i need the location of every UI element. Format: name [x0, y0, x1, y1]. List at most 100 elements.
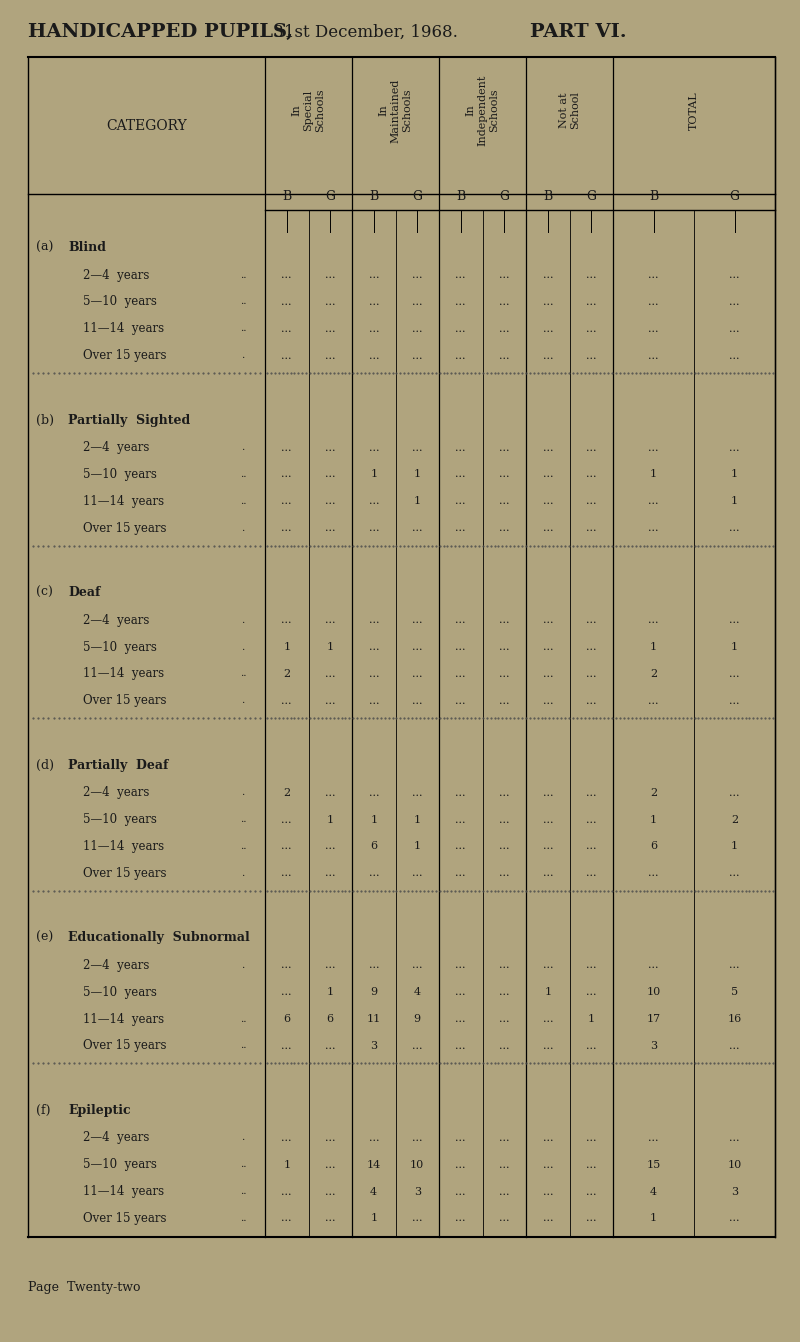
Text: 6: 6 [283, 1015, 290, 1024]
Text: ...: ... [282, 868, 292, 878]
Text: ...: ... [282, 497, 292, 506]
Text: ...: ... [499, 1159, 510, 1170]
Text: ...: ... [586, 323, 597, 334]
Text: 1: 1 [650, 815, 657, 824]
Text: 1: 1 [414, 841, 421, 851]
Text: ...: ... [455, 470, 466, 479]
Text: ...: ... [648, 523, 658, 533]
Text: ...: ... [499, 350, 510, 361]
Text: .: . [242, 616, 245, 624]
Text: B: B [369, 191, 378, 204]
Text: ...: ... [412, 270, 422, 280]
Text: ...: ... [542, 1159, 553, 1170]
Text: In
Independent
Schools: In Independent Schools [466, 75, 499, 146]
Text: ...: ... [730, 523, 740, 533]
Text: ...: ... [282, 270, 292, 280]
Text: 1: 1 [544, 988, 551, 997]
Text: ...: ... [586, 815, 597, 824]
Text: ...: ... [325, 868, 335, 878]
Text: Blind: Blind [68, 242, 106, 254]
Text: ...: ... [542, 668, 553, 679]
Text: .: . [242, 961, 245, 970]
Text: 31st December, 1968.: 31st December, 1968. [268, 24, 463, 40]
Text: Over 15 years: Over 15 years [83, 867, 166, 880]
Text: ...: ... [325, 523, 335, 533]
Text: ..: .. [240, 271, 246, 279]
Text: 5—10  years: 5—10 years [83, 468, 157, 480]
Text: ...: ... [499, 668, 510, 679]
Text: ...: ... [586, 270, 597, 280]
Text: ...: ... [586, 1213, 597, 1224]
Text: 2—4  years: 2—4 years [83, 958, 150, 972]
Text: 1: 1 [650, 641, 657, 652]
Text: ...: ... [586, 443, 597, 452]
Text: B: B [456, 191, 466, 204]
Text: ...: ... [730, 270, 740, 280]
Text: ...: ... [499, 1041, 510, 1051]
Text: 2—4  years: 2—4 years [83, 442, 150, 454]
Text: ...: ... [499, 868, 510, 878]
Text: ...: ... [325, 1213, 335, 1224]
Text: ...: ... [586, 961, 597, 970]
Text: ...: ... [455, 988, 466, 997]
Text: ...: ... [586, 695, 597, 706]
Text: ...: ... [282, 1186, 292, 1197]
Text: ...: ... [499, 1015, 510, 1024]
Text: ...: ... [542, 270, 553, 280]
Text: 2—4  years: 2—4 years [83, 613, 150, 627]
Text: .: . [242, 523, 245, 533]
Text: ..: .. [240, 298, 246, 306]
Text: 1: 1 [283, 641, 290, 652]
Text: 2—4  years: 2—4 years [83, 268, 150, 282]
Text: ...: ... [499, 988, 510, 997]
Text: HANDICAPPED PUPILS,: HANDICAPPED PUPILS, [28, 23, 293, 42]
Text: ...: ... [455, 497, 466, 506]
Text: 17: 17 [646, 1015, 661, 1024]
Text: ...: ... [730, 1213, 740, 1224]
Text: .: . [242, 443, 245, 452]
Text: ...: ... [586, 470, 597, 479]
Text: ..: .. [240, 841, 246, 851]
Text: ...: ... [730, 297, 740, 307]
Text: 6: 6 [650, 841, 657, 851]
Text: 1: 1 [326, 815, 334, 824]
Text: 1: 1 [370, 815, 378, 824]
Text: ...: ... [412, 868, 422, 878]
Text: ...: ... [369, 868, 379, 878]
Text: 2: 2 [650, 788, 657, 797]
Text: ...: ... [325, 1133, 335, 1143]
Text: ...: ... [455, 788, 466, 797]
Text: ...: ... [499, 1133, 510, 1143]
Text: ...: ... [542, 1213, 553, 1224]
Text: ...: ... [455, 695, 466, 706]
Text: ...: ... [499, 961, 510, 970]
Text: ...: ... [586, 297, 597, 307]
Text: 11: 11 [366, 1015, 381, 1024]
Text: ...: ... [730, 350, 740, 361]
Text: Partially  Deaf: Partially Deaf [68, 758, 168, 772]
Text: ...: ... [412, 350, 422, 361]
Text: ...: ... [412, 323, 422, 334]
Text: ...: ... [369, 443, 379, 452]
Text: ...: ... [282, 470, 292, 479]
Text: ...: ... [499, 323, 510, 334]
Text: ...: ... [455, 668, 466, 679]
Text: TOTAL: TOTAL [689, 91, 699, 130]
Text: B: B [649, 191, 658, 204]
Text: ...: ... [412, 297, 422, 307]
Text: ...: ... [455, 841, 466, 851]
Text: ...: ... [648, 323, 658, 334]
Text: G: G [499, 191, 510, 204]
Text: ...: ... [282, 443, 292, 452]
Text: ...: ... [369, 668, 379, 679]
Text: ...: ... [499, 615, 510, 625]
Text: 10: 10 [410, 1159, 424, 1170]
Text: ...: ... [586, 350, 597, 361]
Text: 11—14  years: 11—14 years [83, 322, 164, 336]
Text: 2: 2 [650, 668, 657, 679]
Text: ...: ... [730, 788, 740, 797]
Text: ...: ... [369, 641, 379, 652]
Text: In
Special
Schools: In Special Schools [292, 89, 325, 133]
Text: 3: 3 [414, 1186, 421, 1197]
Text: ...: ... [412, 788, 422, 797]
